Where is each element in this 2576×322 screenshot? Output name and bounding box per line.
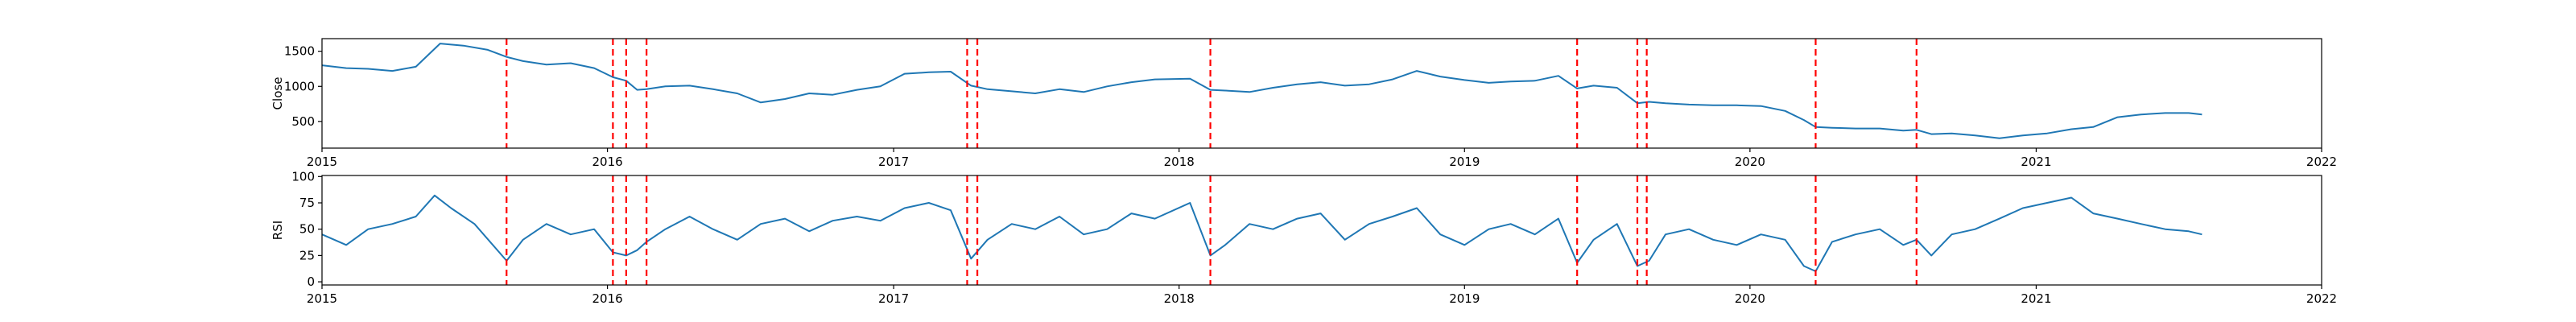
y-tick-label: 1500: [284, 44, 315, 59]
y-axis-label: RSI: [270, 221, 285, 240]
y-axis-label: Close: [270, 77, 285, 110]
x-tick-label: 2016: [592, 155, 622, 169]
close-price-panel: 2015 2016 2017 2018 2019 2020 2021 2022 500 1000 1…: [270, 38, 2337, 169]
axes-frame: [321, 38, 2322, 149]
rsi-panel: 2015 2016 2017 2018 2019 2020 2021 2022 0 25 50 75 1…: [270, 169, 2337, 306]
x-tick-label: 2015: [307, 291, 337, 306]
y-tick-label: 1000: [284, 79, 315, 93]
x-tick-label: 2020: [1735, 291, 1765, 306]
y-tick-label: 75: [299, 196, 315, 210]
x-tick-label: 2018: [1164, 155, 1195, 169]
axes-frame: [321, 175, 2322, 286]
x-tick-label: 2016: [592, 291, 622, 306]
x-tick-label: 2019: [1449, 291, 1480, 306]
x-tick-label: 2019: [1449, 155, 1480, 169]
x-tick-label: 2018: [1164, 291, 1195, 306]
x-tick-label: 2021: [2021, 291, 2051, 306]
x-tick-label: 2017: [878, 155, 909, 169]
series-line: [321, 43, 2202, 139]
y-tick-label: 100: [291, 169, 315, 184]
y-tick-label: 25: [299, 248, 315, 262]
y-tick-label: 0: [307, 275, 315, 289]
x-tick-label: 2015: [307, 155, 337, 169]
x-tick-label: 2022: [2306, 155, 2337, 169]
y-tick-label: 50: [299, 222, 315, 237]
series-line: [321, 194, 2202, 272]
x-tick-label: 2020: [1735, 155, 1765, 169]
x-tick-label: 2022: [2306, 291, 2337, 306]
y-tick-label: 500: [291, 114, 315, 129]
x-tick-label: 2021: [2021, 155, 2051, 169]
x-tick-label: 2017: [878, 291, 909, 306]
